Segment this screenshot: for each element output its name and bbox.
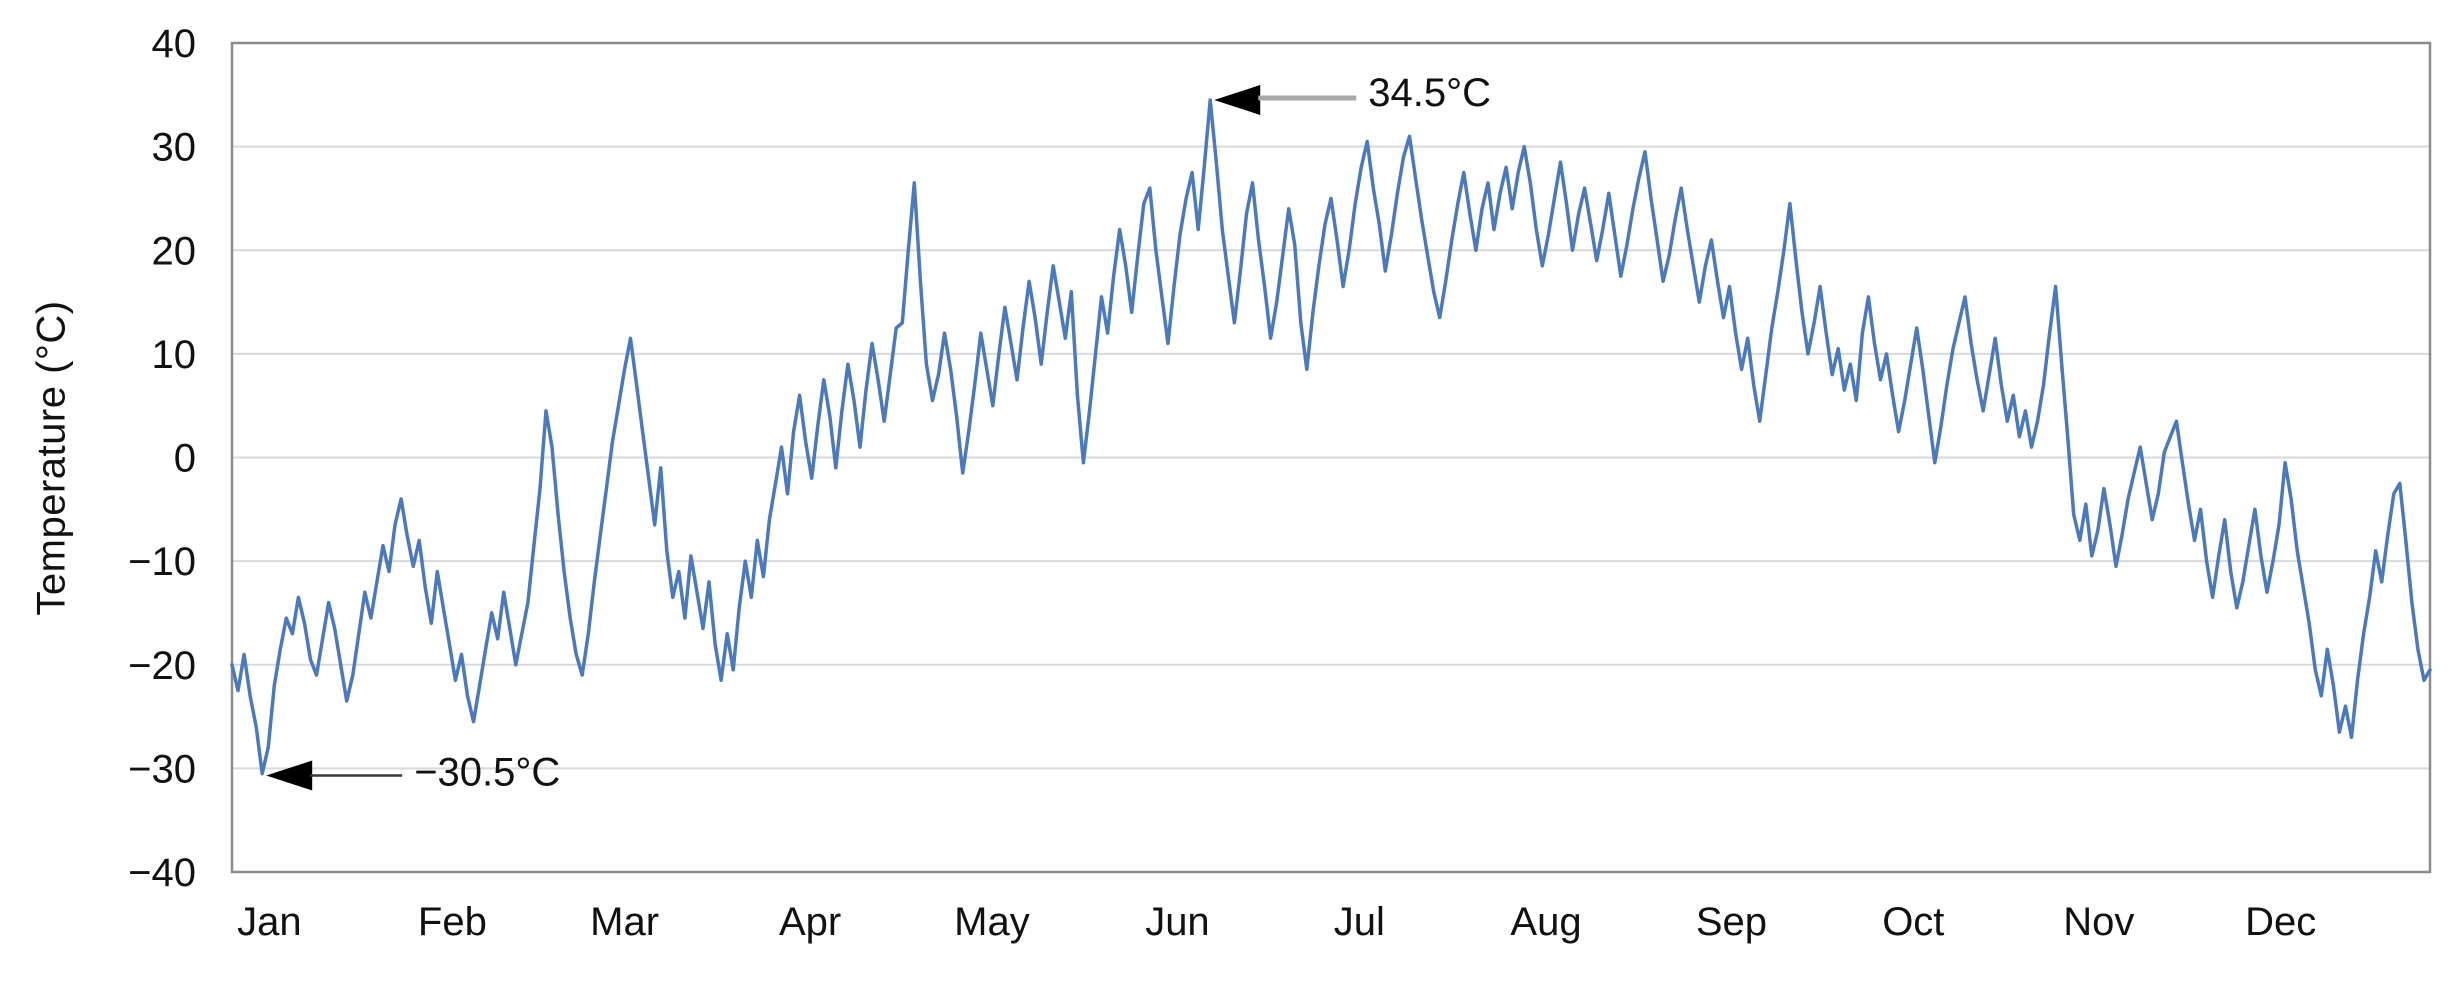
- x-tick-label: Jul: [1334, 900, 1385, 944]
- y-tick-label: 10: [152, 333, 197, 377]
- y-tick-label: −20: [128, 644, 196, 688]
- x-tick-label: Apr: [779, 900, 841, 944]
- x-tick-label: Nov: [2063, 900, 2134, 944]
- x-tick-label: Oct: [1882, 900, 1944, 944]
- y-tick-label: −10: [128, 540, 196, 584]
- x-tick-label: Jun: [1145, 900, 1210, 944]
- y-tick-label: 0: [174, 437, 196, 481]
- x-tick-label: Dec: [2245, 900, 2316, 944]
- y-tick-label: 20: [152, 229, 197, 273]
- x-tick-label: Aug: [1510, 900, 1581, 944]
- plot-border: [230, 41, 2432, 874]
- y-axis-title: Temperature (°C): [29, 300, 74, 616]
- min-arrowhead-icon: [266, 760, 313, 791]
- y-tick-label: 30: [152, 126, 197, 170]
- x-tick-label: May: [954, 900, 1030, 944]
- max-arrowhead-icon: [1214, 84, 1261, 115]
- x-tick-label: Jan: [237, 900, 302, 944]
- y-tick-label: 40: [152, 22, 197, 66]
- x-tick-label: Feb: [418, 900, 487, 944]
- y-tick-label: −40: [128, 851, 196, 895]
- temperature-line: [230, 98, 2432, 776]
- x-tick-label: Sep: [1696, 900, 1767, 944]
- max-annotation-label: 34.5°C: [1368, 71, 1491, 115]
- y-tick-label: −30: [128, 747, 196, 791]
- x-tick-label: Mar: [590, 900, 659, 944]
- min-annotation-label: −30.5°C: [414, 751, 560, 795]
